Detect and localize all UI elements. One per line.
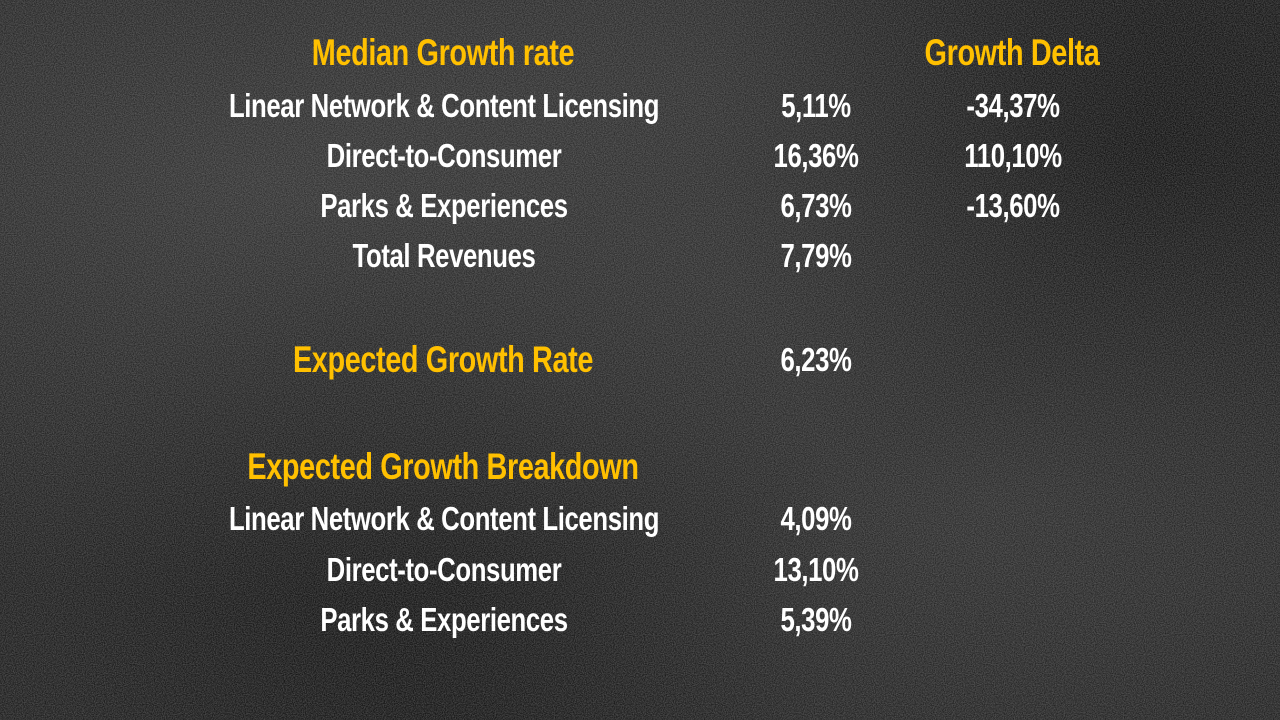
median-row-label: Direct-to-Consumer [327, 139, 562, 172]
median-row-delta: 110,10% [964, 139, 1061, 172]
median-row-label: Linear Network & Content Licensing [229, 89, 659, 122]
breakdown-row-value: 13,10% [774, 553, 859, 586]
median-row-delta: -34,37% [966, 89, 1059, 122]
expected-growth-rate-value: 6,23% [780, 343, 851, 376]
median-growth-heading: Median Growth rate [312, 34, 574, 71]
breakdown-row-label: Linear Network & Content Licensing [229, 502, 659, 535]
breakdown-row-label: Parks & Experiences [320, 603, 567, 636]
median-row-value: 5,11% [781, 89, 851, 122]
breakdown-row-value: 5,39% [780, 603, 851, 636]
median-row-delta: -13,60% [966, 189, 1059, 222]
median-row-value: 16,36% [774, 139, 859, 172]
median-row-value: 7,79% [780, 239, 851, 272]
median-row-label: Total Revenues [353, 239, 536, 272]
breakdown-row-label: Direct-to-Consumer [327, 553, 562, 586]
breakdown-heading: Expected Growth Breakdown [247, 448, 638, 485]
median-row-value: 6,73% [780, 189, 851, 222]
median-row-label: Parks & Experiences [320, 189, 567, 222]
breakdown-row-value: 4,09% [780, 502, 851, 535]
growth-delta-heading: Growth Delta [925, 34, 1100, 71]
expected-growth-rate-label: Expected Growth Rate [293, 341, 593, 378]
